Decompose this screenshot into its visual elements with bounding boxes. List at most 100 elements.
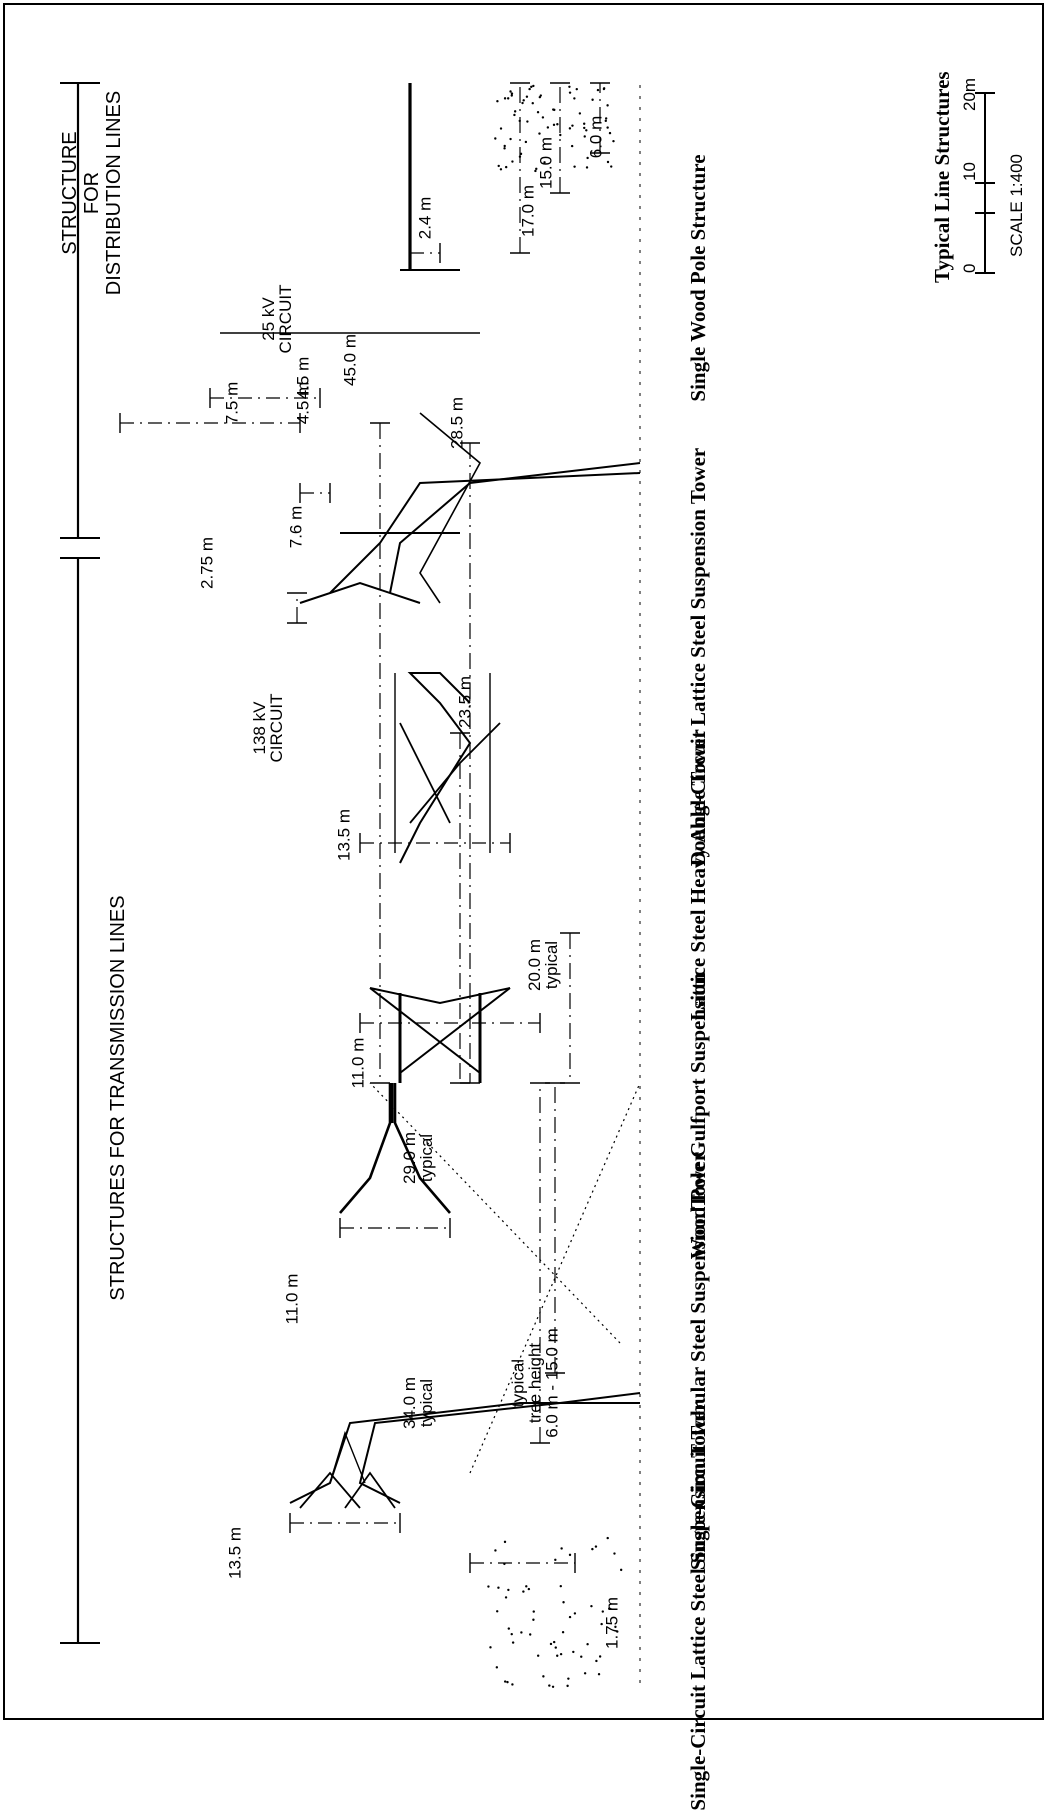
tree-foliage-dot xyxy=(590,1605,592,1607)
tree-foliage-dot xyxy=(556,1655,558,1657)
tree6-foliage-dot xyxy=(530,86,532,88)
tree-foliage-dot xyxy=(529,1633,531,1635)
dim-dc-span: 7.6 m xyxy=(288,506,305,549)
tree-foliage-dot xyxy=(560,1653,562,1655)
dim-pole-height: 17.0 m xyxy=(520,185,537,237)
legend-title: Typical Line Structures xyxy=(930,71,955,283)
tree6-foliage-dot xyxy=(504,145,506,147)
dim-slst-height: 34.0 m typical xyxy=(401,1377,435,1429)
tree-foliage-dot xyxy=(562,1601,564,1603)
tree6-foliage-dot xyxy=(514,110,516,112)
structure-name-single-wood-pole: Single Wood Pole Structure xyxy=(688,154,709,401)
tree6-foliage-dot xyxy=(606,104,608,106)
tree-foliage-dot xyxy=(550,1643,552,1645)
tree-foliage-dot xyxy=(487,1585,489,1587)
tree-foliage-dot xyxy=(504,1541,506,1543)
tree6-foliage-dot xyxy=(500,168,502,170)
dim-dc-spacing-2: 4.5 m xyxy=(295,382,312,425)
dim-gulfport-height: 20.0 m typical xyxy=(526,939,560,991)
structure-name-double-circuit-lattice: Double-Circuit Lattice Steel Suspension … xyxy=(688,448,709,866)
tree6-foliage-dot xyxy=(503,147,505,149)
tree-foliage-dot xyxy=(562,1631,564,1633)
distribution-label-line-2: FOR xyxy=(81,91,103,295)
tree-foliage-dot xyxy=(504,1680,506,1682)
tree-foliage-dot xyxy=(598,1673,600,1675)
tree-foliage-dot xyxy=(620,1569,622,1571)
tree-foliage-dot xyxy=(555,1646,557,1648)
tree-foliage-dot xyxy=(507,1589,509,1591)
legend-scale: SCALE 1:400 xyxy=(1007,154,1027,257)
tree6-foliage-dot xyxy=(597,89,599,91)
tree6-foliage-dot xyxy=(603,87,605,89)
tree-foliage-dot xyxy=(569,1554,571,1556)
tower1-arm-right xyxy=(345,1473,395,1508)
tree-foliage-dot xyxy=(548,1684,550,1686)
tree-foliage-dot xyxy=(542,1675,544,1677)
tree-foliage-dot xyxy=(533,1610,535,1612)
tree6-foliage-dot xyxy=(569,91,571,93)
tree-foliage-dot xyxy=(560,1547,562,1549)
dim-angle-height: 23.5 m xyxy=(457,676,474,728)
tree6-foliage-dot xyxy=(507,97,509,99)
tree6-foliage-dot xyxy=(496,100,498,102)
tree-foliage-dot xyxy=(599,1655,601,1657)
tree6-foliage-dot xyxy=(573,97,575,99)
tree6-foliage-dot xyxy=(573,165,575,167)
tree-foliage-dot xyxy=(595,1660,597,1662)
line-structures-drawing xyxy=(0,0,1047,1723)
tree6-foliage-dot xyxy=(559,134,561,136)
dim-dc-top: 7.5 m xyxy=(224,382,241,425)
tree-foliage-dot xyxy=(567,1677,569,1679)
tree-foliage-dot xyxy=(574,1612,576,1614)
tree6-foliage-dot xyxy=(520,153,522,155)
tree6-foliage-dot xyxy=(552,108,554,110)
tower4-legs xyxy=(395,673,490,853)
tree6-foliage-dot xyxy=(509,138,511,140)
tree6-foliage-dot xyxy=(553,124,555,126)
dim-tree-offset: 1.75 m xyxy=(604,1597,621,1649)
tree-foliage-dot xyxy=(560,1585,562,1587)
tree-foliage-dot xyxy=(508,1627,510,1629)
tree-foliage-dot xyxy=(520,1631,522,1633)
tree-foliage-dot xyxy=(505,1596,507,1598)
tower3-crossarm xyxy=(370,988,510,1003)
tree6-foliage-dot xyxy=(542,116,544,118)
dim-tree-height: typical tree height 6.0 m - 15.0 m xyxy=(510,1328,561,1438)
tree-foliage-dot xyxy=(496,1610,498,1612)
tree6-foliage-dot xyxy=(612,140,614,142)
distribution-label-line-1: STRUCTURE xyxy=(59,91,81,295)
tree-foliage-dot xyxy=(569,1616,571,1618)
tree-foliage-dot xyxy=(566,1685,568,1687)
legend-tick-20: 20m xyxy=(960,78,980,111)
tree6-foliage-dot xyxy=(610,165,612,167)
tree6-foliage-dot xyxy=(513,114,515,116)
tower4-bracing xyxy=(400,723,500,823)
tree6-foliage-dot xyxy=(609,132,611,134)
tree-foliage-dot xyxy=(537,1655,539,1657)
tree6-foliage-dot xyxy=(571,124,573,126)
dim-tubular-width: 11.0 m xyxy=(284,1274,301,1325)
tree6-foliage-dot xyxy=(532,102,534,104)
transmission-section-label: STRUCTURES FOR TRANSMISSION LINES xyxy=(107,895,129,1300)
tree6-foliage-dot xyxy=(540,94,542,96)
tree-foliage-dot xyxy=(613,1552,615,1554)
tree6-foliage-dot xyxy=(538,132,540,134)
tree6-foliage-dot xyxy=(504,97,506,99)
tree6-foliage-dot xyxy=(556,123,558,125)
tree-foliage-dot xyxy=(595,1545,597,1547)
tree6-foliage-dot xyxy=(586,166,588,168)
tree-foliage-dot xyxy=(511,1633,513,1635)
distribution-label-line-3: DISTRIBUTION LINES xyxy=(103,91,125,295)
tower2-clearance-line xyxy=(370,1083,620,1343)
tree6-foliage-dot xyxy=(532,85,534,87)
tree-foliage-dot xyxy=(494,1549,496,1551)
legend-tick-0: 0 xyxy=(960,264,980,273)
tree6-foliage-dot xyxy=(505,166,507,168)
tree-foliage-dot xyxy=(580,1656,582,1658)
tree-foliage-dot xyxy=(511,1683,513,1685)
tower3-x-brace xyxy=(370,988,510,1073)
dim-pole-tree-height: 15.0 m xyxy=(538,137,555,189)
tree-foliage-dot xyxy=(584,1672,586,1674)
tree-foliage-dot xyxy=(554,1559,556,1561)
tree-foliage-dot xyxy=(506,1681,508,1683)
